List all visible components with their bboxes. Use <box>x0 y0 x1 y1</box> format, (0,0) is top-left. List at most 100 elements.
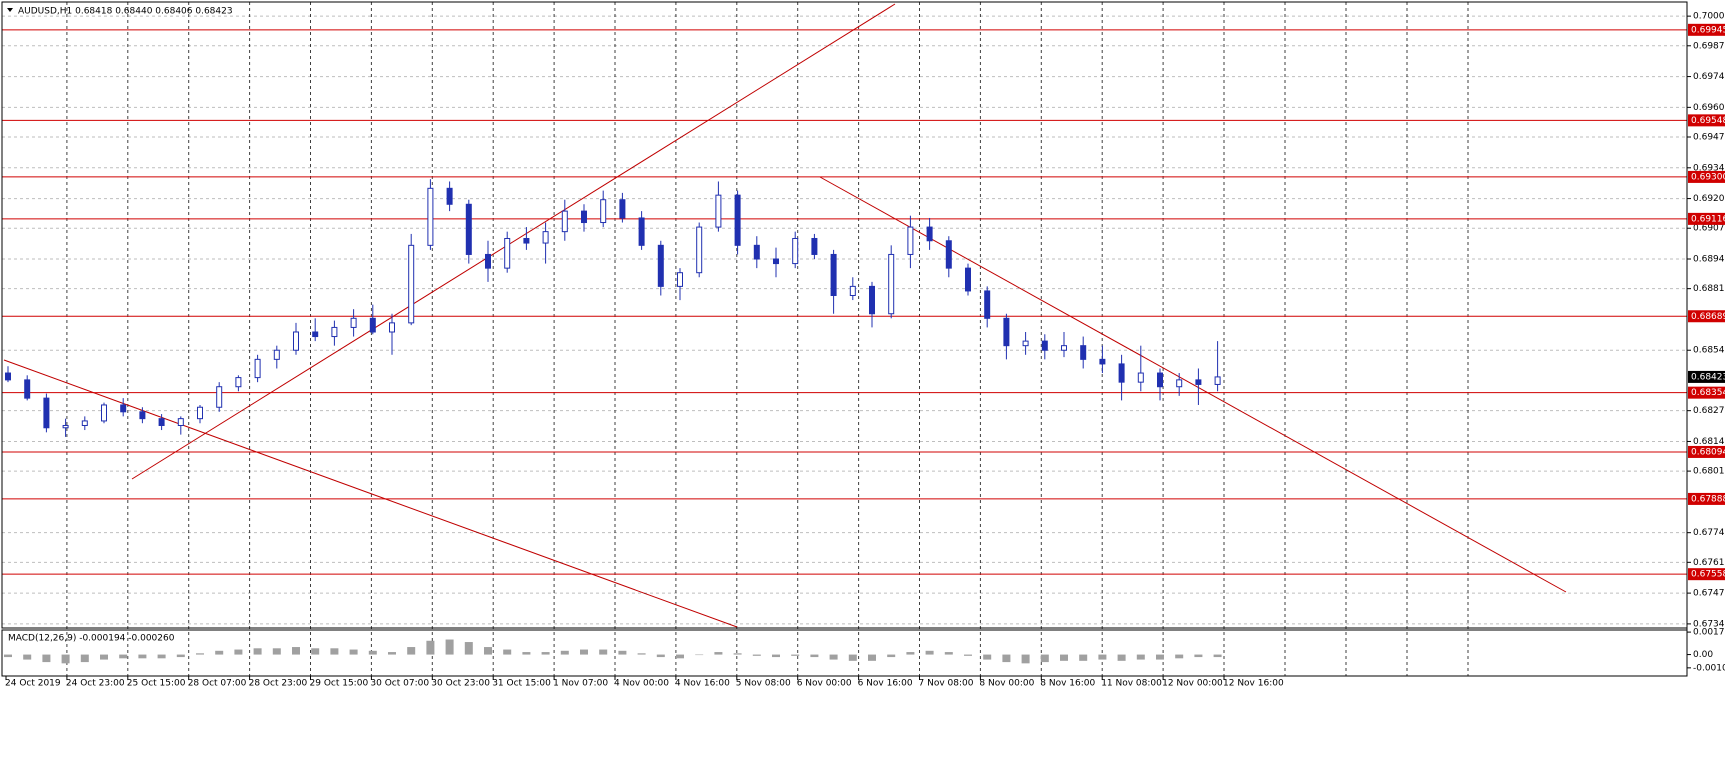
candle-body <box>1118 363 1125 383</box>
macd-bar <box>733 653 742 655</box>
level-label-box <box>1688 492 1725 505</box>
candle-body <box>945 240 952 269</box>
trend-line <box>819 176 1567 593</box>
candle-body <box>43 397 50 429</box>
macd-bar <box>1021 654 1030 664</box>
macd-bar <box>1117 654 1126 661</box>
macd-bar <box>1060 654 1068 661</box>
x-tick-label: 29 Oct 15:00 <box>310 679 369 689</box>
candle-body <box>235 377 242 388</box>
macd-bar <box>407 647 416 655</box>
y-tick-label: 0.67340 <box>1693 619 1725 629</box>
level-label-box <box>1688 114 1725 127</box>
level-label: 0.69116 <box>1691 214 1725 224</box>
macd-bar <box>1213 654 1222 658</box>
macd-bar <box>944 652 953 655</box>
x-tick-label: 7 Nov 08:00 <box>919 679 974 689</box>
x-tick-label: 4 Nov 16:00 <box>675 679 730 689</box>
candle-body <box>101 404 107 422</box>
level-label: 0.67558 <box>1691 570 1725 580</box>
macd-bar <box>464 642 473 655</box>
y-tick-label: 0.67475 <box>1693 589 1725 599</box>
macd-bar <box>599 649 608 655</box>
candle-body <box>753 244 760 260</box>
candle-body <box>696 226 703 274</box>
x-tick-label: 12 Nov 16:00 <box>1223 679 1284 689</box>
candle-body <box>350 317 357 328</box>
macd-bar <box>176 654 185 658</box>
candle-body <box>1195 379 1202 385</box>
macd-bar <box>637 653 646 655</box>
candle-body <box>715 194 722 228</box>
y-tick-label: 0.69075 <box>1693 224 1725 234</box>
candle-body <box>1080 345 1087 360</box>
candle-body <box>773 258 779 265</box>
macd-bar <box>445 639 454 655</box>
plot <box>2 15 1687 664</box>
level-label-box <box>1688 445 1725 458</box>
candle-body <box>849 285 856 297</box>
macd-bar <box>23 654 32 660</box>
macd-bar <box>1194 654 1203 658</box>
candle-body <box>677 272 683 287</box>
candle-body <box>523 237 530 244</box>
macd-bar <box>388 652 396 655</box>
x-tick-label: 5 Nov 08:00 <box>736 679 791 689</box>
candle-body <box>120 404 127 413</box>
macd-bar <box>925 650 934 655</box>
candle-body <box>1041 340 1048 351</box>
candle-body <box>1176 379 1183 388</box>
candle-body <box>734 194 741 246</box>
candle-body <box>427 187 434 246</box>
candle-body <box>273 349 280 360</box>
macd-bar <box>1040 654 1049 663</box>
candle-body <box>254 358 261 379</box>
macd-bar <box>138 654 147 659</box>
trend-line <box>131 3 896 480</box>
candle-body <box>926 226 933 242</box>
macd-bar <box>1079 654 1088 661</box>
macd-bar <box>752 654 761 656</box>
macd-bar <box>580 649 588 655</box>
macd-bar <box>1002 654 1011 663</box>
y-tick-label: 0.69475 <box>1693 133 1725 143</box>
macd-bar <box>61 654 70 664</box>
macd-bar <box>215 650 224 655</box>
macd-bar <box>311 648 320 655</box>
macd-bar <box>676 654 684 659</box>
macd-bar <box>906 652 915 655</box>
candle-body <box>177 418 184 426</box>
x-tick-label: 25 Oct 15:00 <box>127 679 186 689</box>
macd-bar <box>234 649 243 655</box>
candle-body <box>965 267 971 292</box>
x-tick-label: 28 Oct 07:00 <box>188 679 247 689</box>
candle-body <box>657 244 664 287</box>
macd-bar <box>1136 654 1145 660</box>
macd-bar <box>253 648 262 655</box>
candle-body <box>792 237 799 265</box>
y-tick-label: 0.69205 <box>1693 194 1725 204</box>
menu-arrow[interactable] <box>7 8 13 12</box>
candle-body <box>1022 340 1029 347</box>
candle-body <box>542 231 549 244</box>
macd-bar <box>791 654 800 656</box>
macd-bar <box>330 648 339 655</box>
macd-bar <box>964 654 972 656</box>
macd-bar <box>119 654 128 659</box>
macd-tick-label: 0.00 <box>1693 650 1713 660</box>
x-tick-label: 8 Nov 16:00 <box>1040 679 1095 689</box>
macd-bar <box>503 649 512 655</box>
candle-body <box>1099 358 1106 365</box>
macd-bar <box>349 649 358 655</box>
candle-body <box>561 210 568 233</box>
x-tick-label: 31 Oct 15:00 <box>492 679 551 689</box>
level-label-box <box>1688 568 1725 581</box>
level-label-box <box>1688 170 1725 183</box>
macd-bar <box>848 654 857 661</box>
